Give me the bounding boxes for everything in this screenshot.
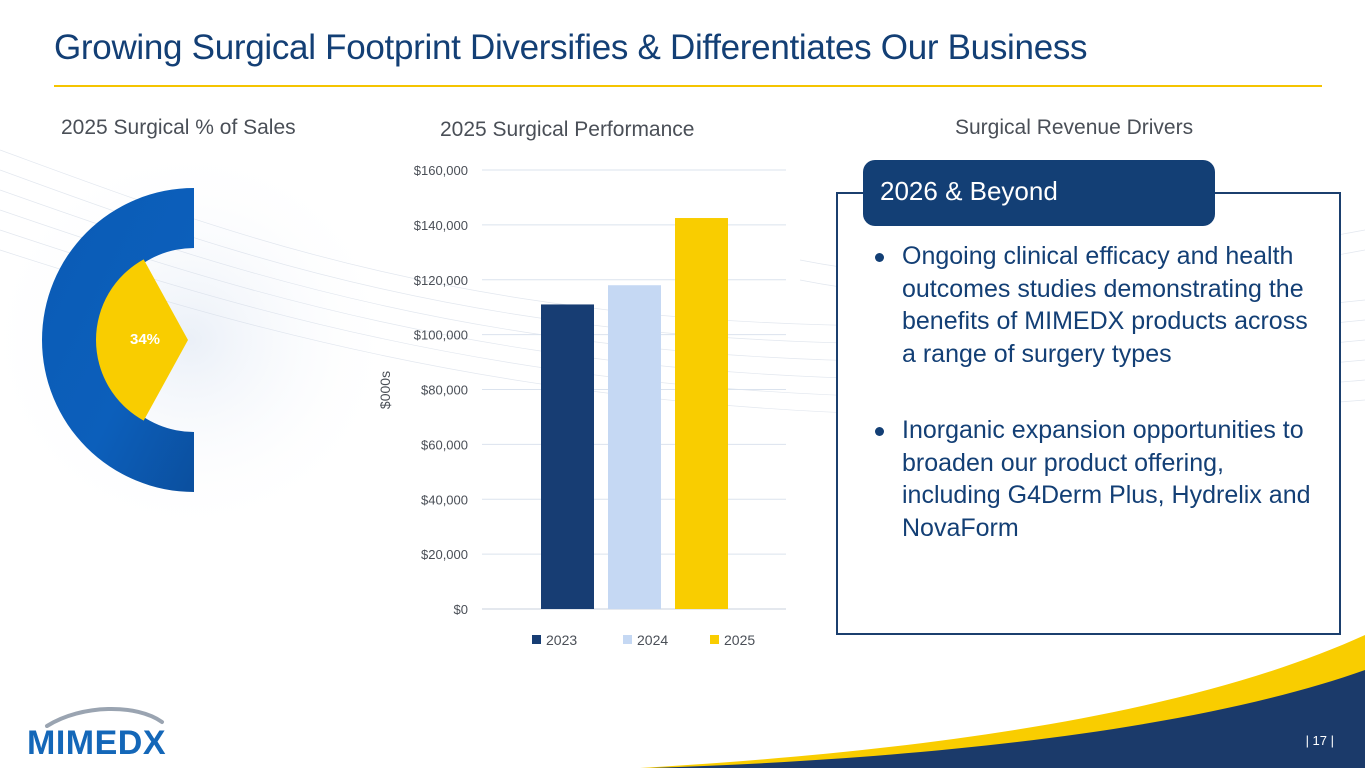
y-tick-label: $40,000 [421,492,468,507]
surgical-performance-bar-chart: $0 $20,000 $40,000 $60,000 $80,000 $100,000 $1… [377,163,786,648]
drivers-heading: Surgical Revenue Drivers [955,116,1194,139]
mimedx-logo: MIMEDX [27,704,187,762]
bar-2024 [608,285,661,609]
legend-swatch-2025 [710,635,719,644]
y-tick-label: $160,000 [414,163,468,178]
y-tick-label: $20,000 [421,547,468,562]
legend-label-2023: 2023 [546,632,577,648]
y-tick-label: $80,000 [421,383,468,398]
legend-label-2025: 2025 [724,632,755,648]
bar-2023 [541,304,594,609]
drivers-panel [836,192,1341,635]
y-tick-label: $140,000 [414,218,468,233]
drivers-tab: 2026 & Beyond [863,160,1215,226]
performance-heading: 2025 Surgical Performance [440,118,695,141]
legend-swatch-2023 [532,635,541,644]
legend-label-2024: 2024 [637,632,668,648]
y-tick-label: $120,000 [414,273,468,288]
driver-bullet-clinical: Ongoing clinical efficacy and health out… [872,240,1312,370]
logo-wordmark: MIMEDX [27,724,166,762]
surgical-slice-label: 34% [130,331,160,348]
legend-swatch-2024 [623,635,632,644]
title-divider [54,85,1322,87]
y-tick-label: $0 [454,602,468,617]
y-tick-label: $100,000 [414,328,468,343]
surgical-slice [96,259,188,421]
other-share-ring [42,188,194,492]
logo-arc-icon [45,707,164,728]
share-heading: 2025 Surgical % of Sales [61,116,296,139]
surgical-share-donut: 34% [42,188,194,492]
y-axis-label: $000s [377,371,393,409]
y-tick-label: $60,000 [421,437,468,452]
bar-2025 [675,218,728,609]
drivers-bullet-list: Ongoing clinical efficacy and health out… [872,240,1312,588]
footer-swoosh [640,635,1365,768]
driver-bullet-inorganic: Inorganic expansion opportunities to bro… [872,414,1312,544]
page-title: Growing Surgical Footprint Diversifies &… [54,28,1088,67]
page-number: | 17 | [1305,733,1334,748]
